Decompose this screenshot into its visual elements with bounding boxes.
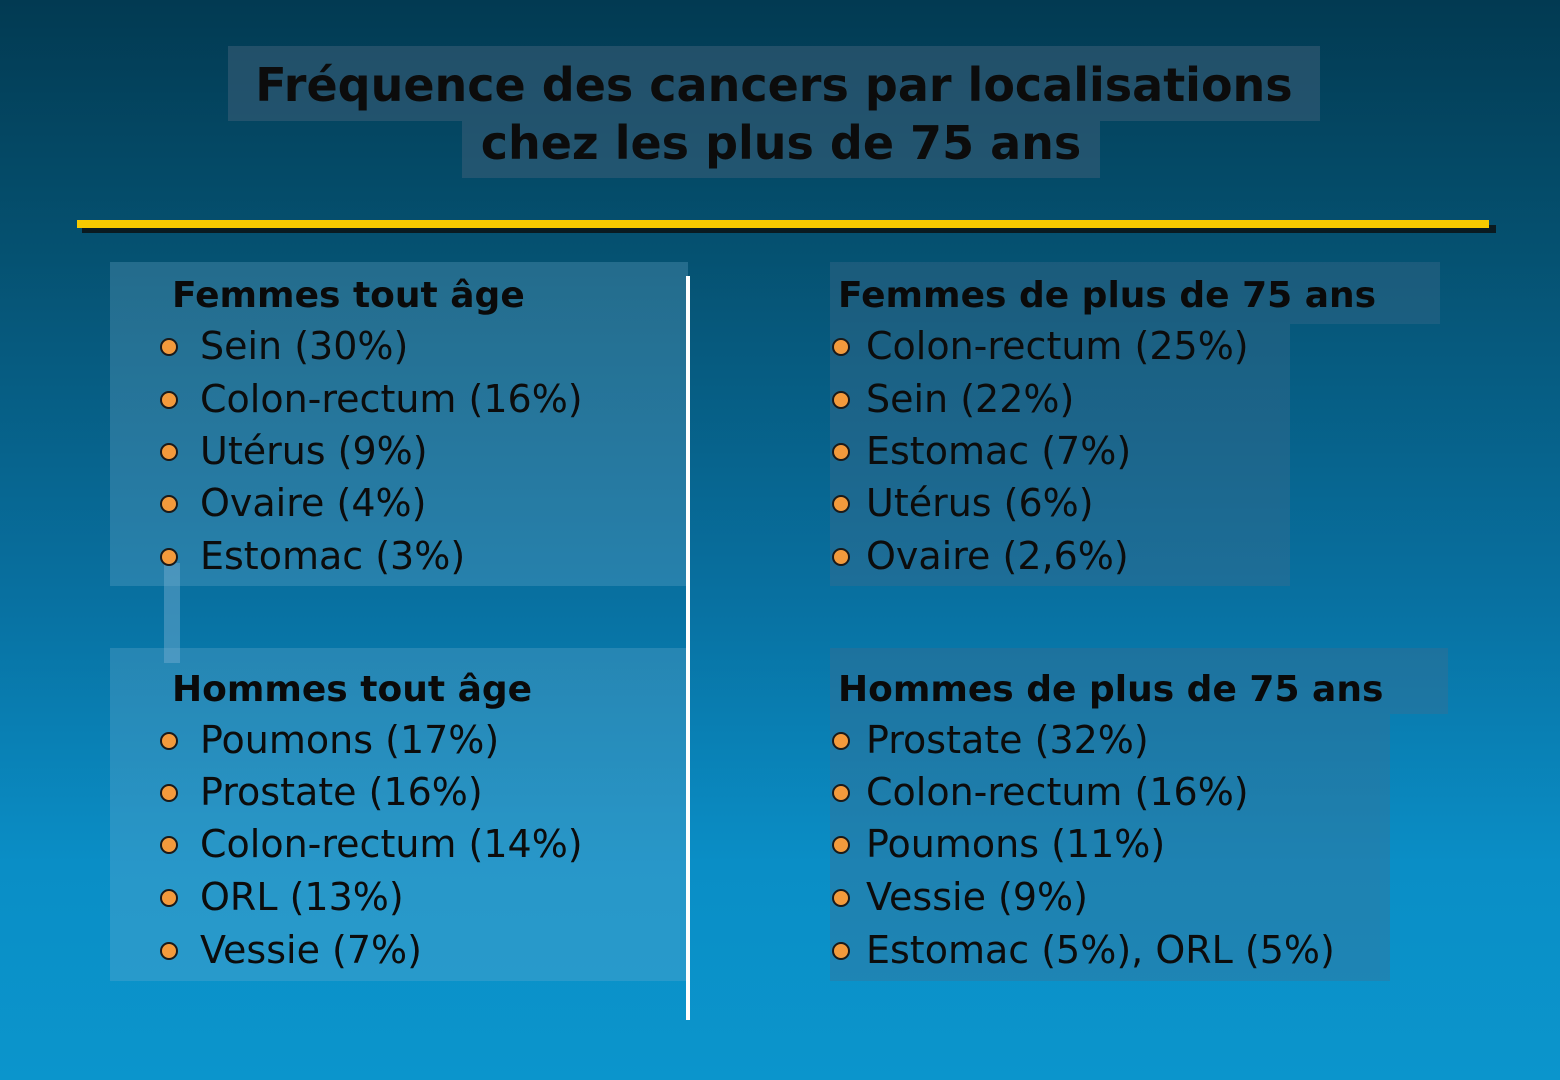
- list-item-label: Vessie (7%): [200, 928, 422, 972]
- title-rule-shadow: [82, 225, 1496, 233]
- section-title-men-all-ages: Hommes tout âge: [172, 669, 533, 710]
- list-item-label: Poumons (17%): [200, 718, 500, 762]
- bullet-icon: [160, 338, 178, 356]
- bullet-icon: [832, 443, 850, 461]
- bullet-icon: [832, 889, 850, 907]
- section-title-women-over-75: Femmes de plus de 75 ans: [838, 275, 1377, 316]
- panel-connector: [164, 563, 180, 663]
- bullet-icon: [160, 391, 178, 409]
- bullet-icon: [160, 548, 178, 566]
- section-title-women-all-ages: Femmes tout âge: [172, 275, 525, 316]
- list-item-label: Utérus (9%): [200, 429, 428, 473]
- list-item-label: Prostate (32%): [866, 718, 1149, 762]
- list-item-label: Sein (22%): [866, 377, 1075, 421]
- bullet-icon: [160, 443, 178, 461]
- bullet-icon: [832, 495, 850, 513]
- highlight-women-75-list: [830, 324, 1290, 586]
- bullet-icon: [832, 391, 850, 409]
- list-item-label: ORL (13%): [200, 875, 404, 919]
- panel-men: [110, 648, 688, 981]
- page-title-line-1: Fréquence des cancers par localisations: [255, 58, 1293, 112]
- bullet-icon: [160, 889, 178, 907]
- title-highlight-2: [462, 121, 1100, 178]
- highlight-men-75-list: [830, 714, 1390, 981]
- column-divider: [686, 276, 690, 1020]
- title-rule: [77, 220, 1489, 228]
- bullet-icon: [832, 784, 850, 802]
- bullet-icon: [832, 732, 850, 750]
- list-item-label: Estomac (3%): [200, 534, 466, 578]
- list-item-label: Colon-rectum (14%): [200, 822, 583, 866]
- panel-women: [110, 262, 688, 586]
- bullet-icon: [832, 942, 850, 960]
- list-item-label: Poumons (11%): [866, 822, 1166, 866]
- list-item-label: Colon-rectum (16%): [866, 770, 1249, 814]
- list-item-label: Ovaire (4%): [200, 481, 427, 525]
- bullet-icon: [160, 942, 178, 960]
- list-item-label: Vessie (9%): [866, 875, 1088, 919]
- bullet-icon: [160, 495, 178, 513]
- title-highlight-1: [228, 46, 1320, 121]
- list-item-label: Ovaire (2,6%): [866, 534, 1129, 578]
- list-item-label: Utérus (6%): [866, 481, 1094, 525]
- list-item-label: Colon-rectum (16%): [200, 377, 583, 421]
- section-title-men-over-75: Hommes de plus de 75 ans: [838, 669, 1384, 710]
- page-title-line-2: chez les plus de 75 ans: [480, 116, 1082, 170]
- bullet-icon: [832, 836, 850, 854]
- list-item-label: Prostate (16%): [200, 770, 483, 814]
- bullet-icon: [160, 836, 178, 854]
- highlight-women-75-title: [830, 262, 1440, 324]
- list-item-label: Estomac (5%), ORL (5%): [866, 928, 1335, 972]
- bullet-icon: [832, 548, 850, 566]
- list-item-label: Colon-rectum (25%): [866, 324, 1249, 368]
- bullet-icon: [160, 784, 178, 802]
- bullet-icon: [160, 732, 178, 750]
- list-item-label: Sein (30%): [200, 324, 409, 368]
- highlight-men-75-title: [830, 648, 1448, 714]
- bullet-icon: [832, 338, 850, 356]
- list-item-label: Estomac (7%): [866, 429, 1132, 473]
